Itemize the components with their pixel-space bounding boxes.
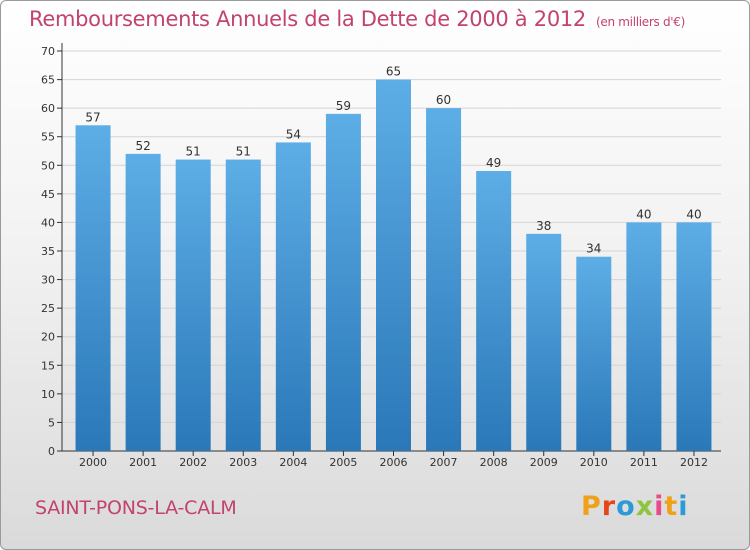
data-label: 59 [336,99,351,113]
bar [225,159,261,452]
data-label: 60 [436,93,451,107]
data-label: 34 [586,242,601,256]
y-tick-label: 10 [41,388,55,401]
bar [75,125,111,452]
data-label: 57 [85,110,100,124]
x-tick-label: 2012 [680,456,708,469]
y-tick-label: 40 [41,216,55,229]
chart-title-text: Remboursements Annuels de la Dette de 20… [29,7,586,31]
y-tick-label: 35 [41,245,55,258]
bar [125,153,161,451]
x-tick-label: 2008 [480,456,508,469]
data-label: 51 [236,145,251,159]
y-tick-label: 25 [41,302,55,315]
y-tick-label: 50 [41,159,55,172]
bar [676,222,712,451]
x-tick-label: 2001 [129,456,157,469]
data-label: 40 [636,207,651,221]
logo-letter: i [678,491,689,522]
x-tick-label: 2003 [229,456,257,469]
data-label: 51 [186,145,201,159]
data-label: 40 [686,207,701,221]
x-tick-label: 2005 [329,456,357,469]
bar [376,79,411,452]
y-tick-label: 30 [41,274,55,287]
proxiti-logo: Proxiti [581,491,689,522]
data-label: 49 [486,156,501,170]
y-tick-label: 60 [41,102,55,115]
y-tick-label: 45 [41,188,55,201]
x-tick-label: 2006 [380,456,408,469]
data-label: 38 [536,219,551,233]
bar [576,256,612,451]
x-tick-label: 2004 [279,456,307,469]
chart-title: Remboursements Annuels de la Dette de 20… [29,7,685,31]
logo-letter: t [664,491,679,522]
data-label: 52 [135,139,150,153]
y-tick-label: 15 [41,359,55,372]
y-tick-label: 20 [41,331,55,344]
bar [626,222,662,451]
x-tick-label: 2011 [630,456,658,469]
bar [426,108,462,452]
logo-letter: o [616,491,636,522]
bar [175,159,211,452]
x-tick-label: 2007 [430,456,458,469]
city-name: SAINT-PONS-LA-CALM [35,497,237,519]
bar [275,142,311,451]
x-tick-label: 2000 [79,456,107,469]
bar [476,171,512,451]
labels: 0 5 10 15 20 25 30 35 40 45 50 55 60 65 70 2000 57 2001 52… [41,45,708,469]
logo-letter: i [654,491,665,522]
data-label: 54 [286,127,301,141]
bars [75,79,712,452]
logo-letter: P [581,491,602,522]
y-tick-label: 0 [48,445,55,458]
x-tick-label: 2009 [530,456,558,469]
x-tick-label: 2010 [580,456,608,469]
y-tick-label: 65 [41,74,55,87]
logo-letter: x [635,491,655,522]
bar [325,113,361,451]
y-tick-label: 5 [48,416,55,429]
y-tick-label: 70 [41,45,55,58]
bar [526,233,562,451]
data-label: 65 [386,65,401,79]
y-tick-label: 55 [41,131,55,144]
logo-letter: r [601,491,617,522]
chart-subtitle: (en milliers d'€) [596,15,686,29]
x-tick-label: 2002 [179,456,207,469]
